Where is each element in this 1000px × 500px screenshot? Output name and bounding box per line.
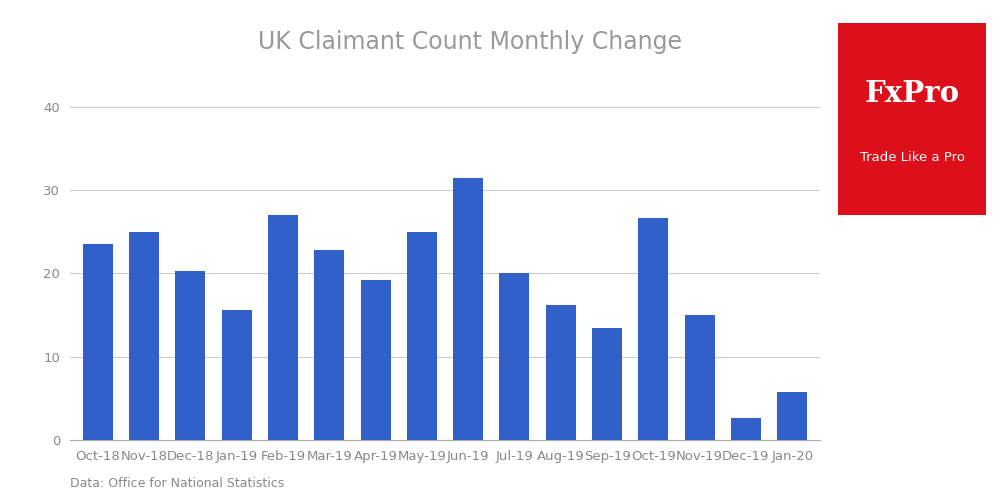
Bar bbox=[777, 392, 807, 440]
Text: Trade Like a Pro: Trade Like a Pro bbox=[860, 151, 964, 164]
Bar bbox=[361, 280, 391, 440]
Text: FxPro: FxPro bbox=[864, 79, 960, 108]
Text: UK Claimant Count Monthly Change: UK Claimant Count Monthly Change bbox=[258, 30, 682, 54]
Bar bbox=[499, 274, 529, 440]
Bar bbox=[685, 315, 715, 440]
Bar bbox=[407, 232, 437, 440]
Text: Data: Office for National Statistics: Data: Office for National Statistics bbox=[70, 477, 284, 490]
Bar bbox=[638, 218, 668, 440]
Bar bbox=[83, 244, 113, 440]
Bar bbox=[175, 271, 205, 440]
Bar bbox=[268, 215, 298, 440]
Bar bbox=[453, 178, 483, 440]
Bar bbox=[731, 418, 761, 440]
Bar bbox=[546, 305, 576, 440]
Bar bbox=[129, 232, 159, 440]
Bar bbox=[592, 328, 622, 440]
Bar bbox=[222, 310, 252, 440]
Bar bbox=[314, 250, 344, 440]
